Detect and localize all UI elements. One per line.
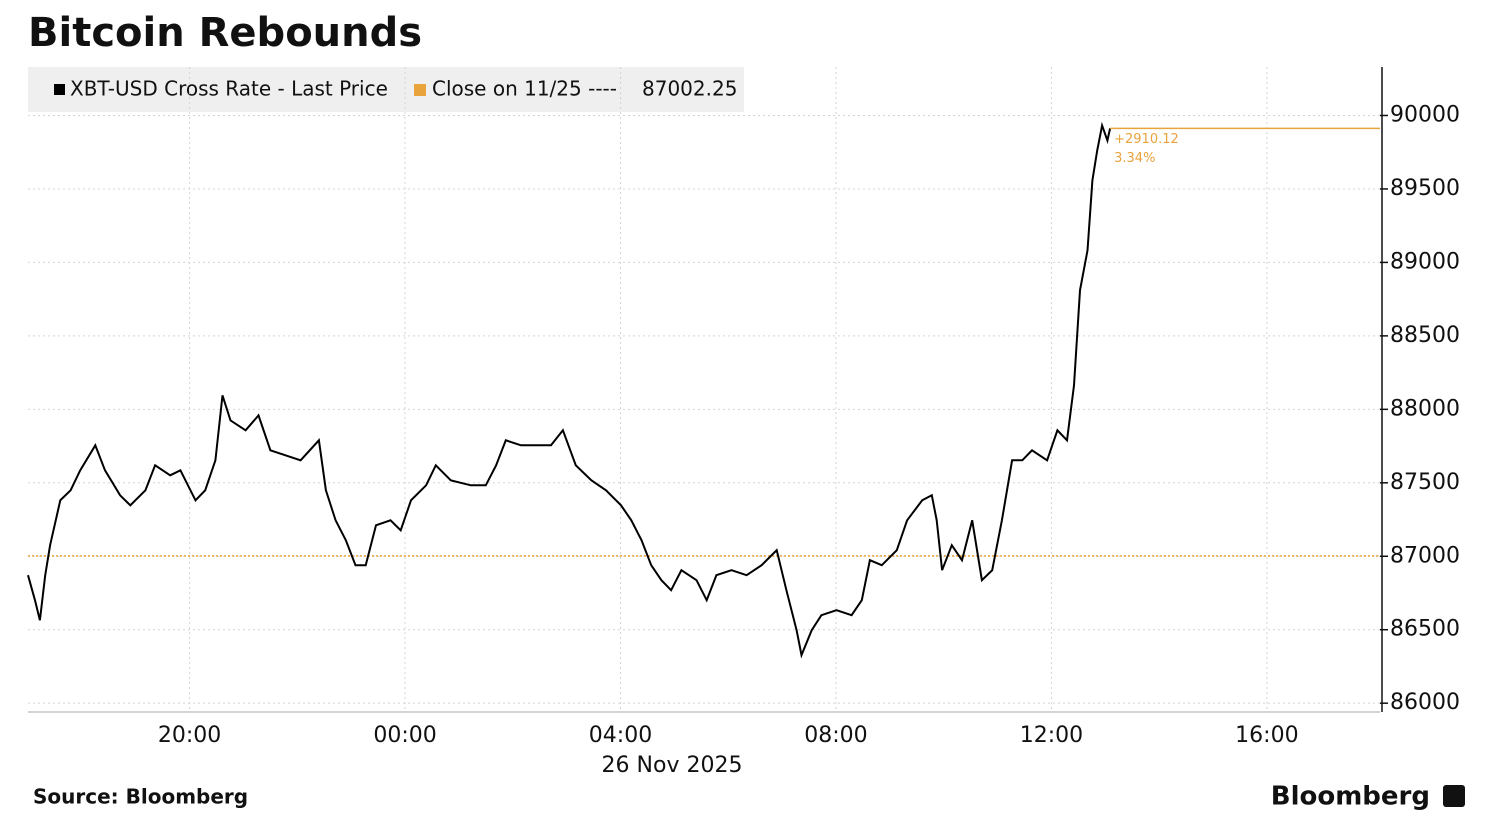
legend-box	[28, 67, 744, 112]
chart-title: Bitcoin Rebounds	[28, 10, 422, 56]
y-tick-label: 89000	[1390, 249, 1460, 274]
y-tick-label: 89500	[1390, 176, 1460, 201]
y-tick-label: 87500	[1390, 470, 1460, 495]
x-axis-label: 26 Nov 2025	[602, 753, 743, 778]
x-tick-label: 20:00	[158, 723, 221, 748]
source: Source: Bloomberg	[33, 785, 248, 809]
brand-icon	[1443, 785, 1465, 807]
y-tick-label: 90000	[1390, 102, 1460, 127]
change-label: +2910.12	[1114, 132, 1179, 147]
legend-swatch	[54, 84, 65, 95]
legend-label: XBT-USD Cross Rate - Last Price	[70, 77, 388, 101]
price-line	[27, 121, 1112, 659]
y-tick-label: 88000	[1390, 396, 1460, 421]
brand: Bloomberg	[1271, 782, 1430, 812]
y-tick-label: 88500	[1390, 323, 1460, 348]
x-tick-label: 04:00	[589, 723, 652, 748]
change-pct-label: 3.34%	[1114, 151, 1155, 166]
y-tick-label: 86500	[1390, 617, 1460, 642]
x-tick-label: 00:00	[373, 723, 436, 748]
x-tick-label: 12:00	[1020, 723, 1083, 748]
legend-label: Close on 11/25 ----	[432, 77, 617, 101]
x-tick-label: 16:00	[1235, 723, 1298, 748]
y-tick-label: 86000	[1390, 690, 1460, 715]
legend-value: 87002.25	[642, 77, 737, 101]
x-tick-label: 08:00	[804, 723, 867, 748]
y-tick-label: 87000	[1390, 543, 1460, 568]
legend-swatch	[414, 84, 426, 96]
